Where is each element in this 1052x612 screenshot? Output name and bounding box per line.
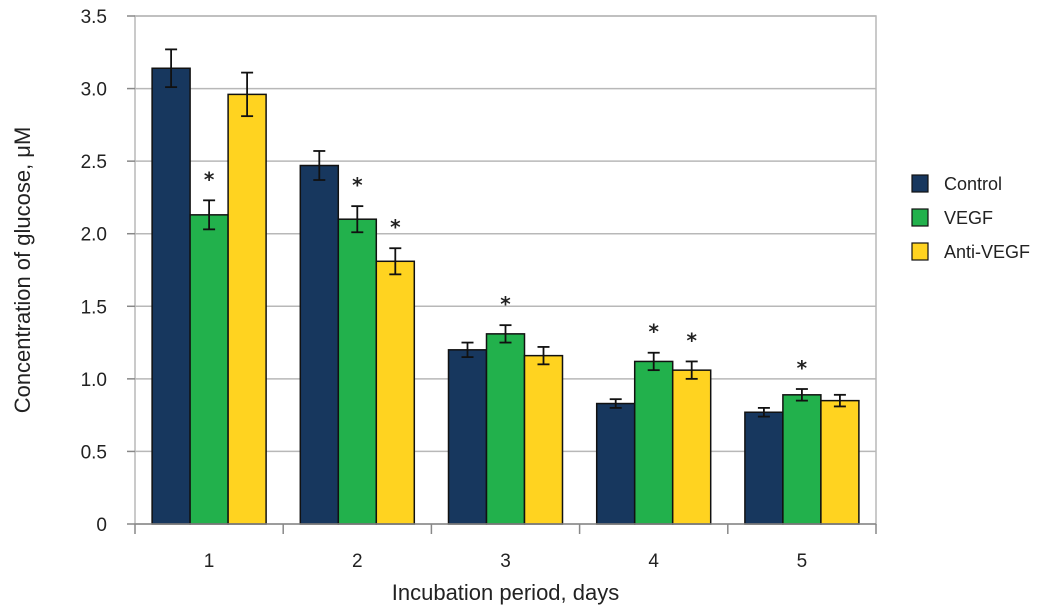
axes: 0 0.5 1.0 1.5 2.0 2.5 3.0 3.5 1 2 3 4 5 [81,7,877,572]
significance-asterisk: * [390,215,401,239]
error-bars [165,48,846,418]
bar-anti-vegf [820,399,860,525]
legend-swatch [911,174,929,193]
bar-control [151,67,191,525]
y-tick-label: 3.0 [81,80,107,101]
bar-vegf [337,218,378,525]
y-tick-label: 2.5 [81,152,107,173]
significance-asterisk: * [500,292,511,316]
x-axis-label: Incubation period, days [392,580,620,605]
x-tick-label: 4 [648,551,659,572]
y-tick-label: 1.5 [81,297,107,318]
bar-control [744,411,784,525]
bar-anti-vegf [227,93,267,525]
bar-anti-vegf [375,260,416,525]
significance-asterisk: * [686,328,697,352]
bar-control [299,164,340,525]
y-tick-label: 0.5 [81,442,107,463]
significance-asterisk: * [797,356,808,380]
x-tick-label: 2 [352,551,363,572]
y-axis-label: Concentration of glucose, μM [10,127,35,414]
bar-vegf [782,394,822,525]
bar-anti-vegf [523,354,564,525]
y-tick-label: 2.0 [81,225,107,246]
bar-anti-vegf [671,369,712,525]
legend: Control VEGF Anti-VEGF [911,174,1030,262]
y-tick-label: 3.5 [81,7,107,28]
y-tick-label: 1.0 [81,370,107,391]
significance-asterisk: * [352,173,363,197]
x-tick-label: 3 [500,551,511,572]
legend-label: Control [944,174,1002,194]
legend-swatch [911,208,929,227]
legend-label: Anti-VEGF [944,242,1030,262]
x-tick-label: 1 [204,551,215,572]
legend-label: VEGF [944,208,993,228]
significance-asterisk: * [204,167,215,191]
bar-control [447,349,488,525]
bar-vegf [633,360,674,525]
bar-control [595,402,636,525]
y-tick-label: 0 [96,515,107,536]
bar-vegf [189,214,229,525]
significance-markers: * * * * * * * [204,167,808,380]
bar-vegf [485,333,526,525]
x-tick-label: 5 [797,551,808,572]
significance-asterisk: * [648,320,659,344]
legend-swatch [911,242,929,261]
